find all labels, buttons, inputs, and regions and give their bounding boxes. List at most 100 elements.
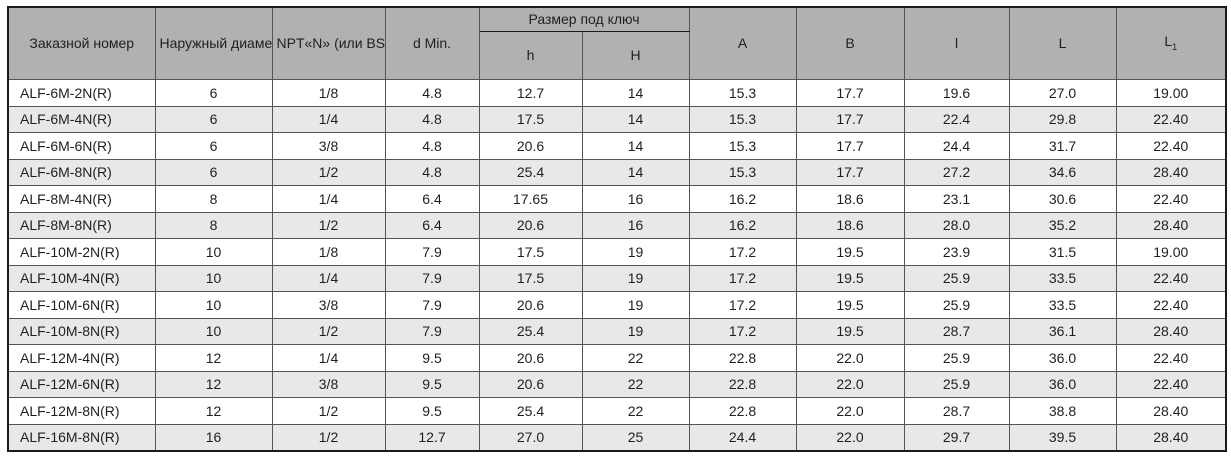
table-row: ALF-8M-8N(R) 8 1/2 6.4 20.6 16 16.2 18.6 28.0 35.… — [7, 211, 1227, 239]
cell-H: 19 — [581, 291, 690, 319]
cell-d_min: 9.5 — [384, 344, 480, 372]
cell-L: 36.1 — [1008, 317, 1117, 345]
cell-h: 17.5 — [478, 238, 583, 266]
table-row: ALF-12M-8N(R) 12 1/2 9.5 25.4 22 22.8 22.0 28.7 3… — [7, 397, 1227, 425]
cell-order: ALF-6M-6N(R) — [7, 132, 156, 160]
cell-thread: 1/2 — [271, 158, 386, 186]
cell-A: 15.3 — [688, 158, 797, 186]
cell-B: 19.5 — [795, 291, 905, 319]
cell-thread: 1/4 — [271, 105, 386, 133]
col-header-wrench-size-group: Размер под ключ — [478, 6, 690, 32]
cell-diameter: 10 — [154, 291, 273, 319]
cell-l: 25.9 — [903, 370, 1010, 398]
cell-h: 17.5 — [478, 264, 583, 292]
cell-order: ALF-12M-8N(R) — [7, 397, 156, 425]
cell-L1: 22.40 — [1115, 264, 1227, 292]
cell-thread: 3/8 — [271, 132, 386, 160]
cell-A: 16.2 — [688, 185, 797, 213]
table-row: ALF-10M-8N(R) 10 1/2 7.9 25.4 19 17.2 19.5 28.7 3… — [7, 317, 1227, 345]
cell-order: ALF-12M-4N(R) — [7, 344, 156, 372]
cell-order: ALF-16M-8N(R) — [7, 423, 156, 452]
cell-d_min: 7.9 — [384, 291, 480, 319]
col-header-L1: L1 — [1115, 6, 1227, 80]
cell-L: 30.6 — [1008, 185, 1117, 213]
cell-order: ALF-12M-6N(R) — [7, 370, 156, 398]
col-header-h: h — [478, 31, 583, 80]
cell-A: 17.2 — [688, 317, 797, 345]
cell-A: 22.8 — [688, 397, 797, 425]
cell-B: 18.6 — [795, 211, 905, 239]
cell-B: 19.5 — [795, 238, 905, 266]
cell-B: 22.0 — [795, 397, 905, 425]
cell-d_min: 12.7 — [384, 423, 480, 452]
table-row: ALF-6M-2N(R) 6 1/8 4.8 12.7 14 15.3 17.7 19.6 27.… — [7, 79, 1227, 107]
cell-diameter: 6 — [154, 105, 273, 133]
cell-d_min: 4.8 — [384, 158, 480, 186]
header-row-group: Заказной номер Наружный диаметр трубы D … — [7, 6, 1227, 80]
cell-L1: 22.40 — [1115, 291, 1227, 319]
cell-H: 22 — [581, 344, 690, 372]
col-header-L1-main: L — [1164, 33, 1173, 50]
cell-diameter: 8 — [154, 185, 273, 213]
cell-order: ALF-10M-8N(R) — [7, 317, 156, 345]
col-header-H: H — [581, 31, 690, 80]
cell-h: 20.6 — [478, 132, 583, 160]
cell-H: 14 — [581, 79, 690, 107]
col-header-B: B — [795, 6, 905, 80]
cell-L: 31.7 — [1008, 132, 1117, 160]
cell-L1: 28.40 — [1115, 317, 1227, 345]
cell-order: ALF-8M-8N(R) — [7, 211, 156, 239]
cell-H: 19 — [581, 238, 690, 266]
cell-order: ALF-8M-4N(R) — [7, 185, 156, 213]
cell-thread: 1/4 — [271, 185, 386, 213]
cell-A: 24.4 — [688, 423, 797, 452]
cell-A: 17.2 — [688, 264, 797, 292]
cell-L1: 28.40 — [1115, 397, 1227, 425]
cell-order: ALF-6M-8N(R) — [7, 158, 156, 186]
cell-B: 17.7 — [795, 132, 905, 160]
cell-diameter: 12 — [154, 344, 273, 372]
cell-h: 20.6 — [478, 291, 583, 319]
cell-d_min: 7.9 — [384, 317, 480, 345]
table-row: ALF-12M-6N(R) 12 3/8 9.5 20.6 22 22.8 22.0 25.9 3… — [7, 370, 1227, 398]
cell-L: 33.5 — [1008, 291, 1117, 319]
cell-H: 16 — [581, 185, 690, 213]
cell-L: 29.8 — [1008, 105, 1117, 133]
cell-d_min: 9.5 — [384, 370, 480, 398]
cell-thread: 1/2 — [271, 211, 386, 239]
cell-B: 22.0 — [795, 423, 905, 452]
cell-l: 19.6 — [903, 79, 1010, 107]
cell-thread: 1/2 — [271, 397, 386, 425]
cell-diameter: 10 — [154, 264, 273, 292]
cell-diameter: 12 — [154, 397, 273, 425]
cell-h: 25.4 — [478, 397, 583, 425]
cell-h: 27.0 — [478, 423, 583, 452]
cell-L: 39.5 — [1008, 423, 1117, 452]
cell-h: 20.6 — [478, 211, 583, 239]
cell-l: 29.7 — [903, 423, 1010, 452]
table-row: ALF-10M-4N(R) 10 1/4 7.9 17.5 19 17.2 19.5 25.9 3… — [7, 264, 1227, 292]
cell-H: 19 — [581, 317, 690, 345]
cell-l: 28.7 — [903, 317, 1010, 345]
cell-H: 14 — [581, 158, 690, 186]
cell-L1: 28.40 — [1115, 211, 1227, 239]
cell-diameter: 6 — [154, 79, 273, 107]
cell-thread: 3/8 — [271, 291, 386, 319]
cell-L1: 28.40 — [1115, 158, 1227, 186]
cell-B: 22.0 — [795, 344, 905, 372]
cell-L1: 28.40 — [1115, 423, 1227, 452]
cell-d_min: 4.8 — [384, 79, 480, 107]
cell-H: 22 — [581, 370, 690, 398]
cell-H: 16 — [581, 211, 690, 239]
cell-L: 35.2 — [1008, 211, 1117, 239]
cell-H: 25 — [581, 423, 690, 452]
cell-d_min: 7.9 — [384, 238, 480, 266]
cell-B: 17.7 — [795, 105, 905, 133]
cell-l: 25.9 — [903, 344, 1010, 372]
table-row: ALF-6M-8N(R) 6 1/2 4.8 25.4 14 15.3 17.7 27.2 34.… — [7, 158, 1227, 186]
cell-diameter: 8 — [154, 211, 273, 239]
col-header-outer-diameter: Наружный диаметр трубы D — [154, 6, 273, 80]
spec-table-body: ALF-6M-2N(R) 6 1/8 4.8 12.7 14 15.3 17.7 19.6 27.… — [7, 79, 1227, 452]
cell-diameter: 6 — [154, 158, 273, 186]
cell-l: 24.4 — [903, 132, 1010, 160]
